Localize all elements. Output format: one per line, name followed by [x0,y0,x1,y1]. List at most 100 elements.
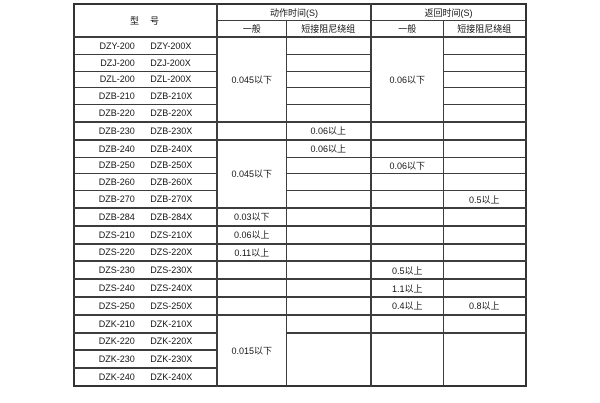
action-damping-cell [285,313,372,334]
return-general-cell [370,331,444,387]
return-general-cell [370,224,444,245]
return-general-cell [370,138,444,158]
return-damping-cell [442,138,527,158]
model-name-left: DZY-200 [99,40,135,51]
action-general-cell [216,260,287,280]
model-cell: DZB-270 DZB-270X [73,190,218,209]
action-damping-cell: 0.06以上 [285,138,372,158]
action-damping-cell [285,156,372,175]
return-general-cell [370,206,444,227]
return-general-cell [370,242,444,262]
return-damping-cell [442,206,527,227]
model-name-left: DZB-240 [98,143,135,154]
model-name-right: DZB-284X [150,211,193,222]
model-name-right: DZB-230X [150,125,193,136]
model-cell: DZS-210 DZS-210X [73,224,218,245]
return-damping-cell [442,104,527,123]
model-cell: DZB-210 DZB-210X [73,87,218,106]
model-name-left: DZS-240 [98,283,135,294]
return-damping-cell [442,242,527,262]
table-row: DZK-220 DZK-220X [73,331,527,387]
action-damping-cell [285,242,372,262]
model-cell: DZB-284 DZB-284X [73,206,218,227]
return-damping-cell [442,224,527,245]
model-name-right: DZS-240X [150,283,193,294]
model-name-right: DZS-220X [150,247,193,258]
table-row: DZJ-200 DZJ-200X [73,53,527,72]
model-cell: DZK-240 DZK-240X [73,367,218,387]
return-damping-cell [442,35,527,55]
table-row: DZB-284 DZB-284X 0.03以下 [73,206,527,227]
table-row: DZL-200 DZL-200X [73,70,527,89]
model-name-right: DZK-230X [150,354,193,365]
action-damping-cell [285,35,372,55]
model-name-right: DZS-250X [150,300,193,311]
model-name-right: DZK-240X [150,372,193,383]
model-name-right: DZB-270X [150,194,193,205]
table-row: DZS-210 DZS-210X 0.06以上 [73,224,527,245]
return-damping-cell [442,120,527,141]
return-damping-cell [442,173,527,192]
damping-subheader-return: 短接阻尼绕组 [442,20,527,38]
model-name-right: DZY-200X [150,40,192,51]
action-general-cell: 0.045以下 [216,138,287,209]
action-damping-cell [285,206,372,227]
return-damping-cell: 0.8以上 [442,295,527,316]
table-row: DZS-220 DZS-220X 0.11以上 [73,242,527,262]
model-name-right: DZB-240X [150,143,193,154]
table-row: DZS-250 DZS-250X 0.4以上 0.8以上 [73,295,527,316]
table-row: DZB-210 DZB-210X [73,87,527,106]
general-subheader-return: 一般 [370,20,444,38]
action-general-cell [216,278,287,298]
return-general-cell [370,173,444,192]
action-damping-cell [285,87,372,106]
table-row: DZK-210 DZK-210X 0.015以下 [73,313,527,387]
table-row: DZS-230 DZS-230X 0.5以上 [73,260,527,280]
model-name-right: DZB-220X [150,108,193,119]
model-cell: DZK-220 DZK-220X [73,331,218,351]
action-damping-cell [285,295,372,316]
model-cell: DZB-230 DZB-230X [73,120,218,141]
model-name-left: DZK-230 [98,354,135,365]
model-cell: DZK-210 DZK-210X [73,313,218,334]
action-general-cell: 0.015以下 [216,313,287,387]
table-row: DZK-240 DZK-240X [73,367,526,387]
action-time-header: 动作时间(S) [216,3,372,21]
model-cell: DZL-200 DZL-200X [73,70,218,89]
table-row: DZB-260 DZB-260X [73,173,527,192]
model-name-left: DZK-210 [98,318,135,329]
model-cell: DZS-220 DZS-220X [73,242,218,262]
model-name-right: DZK-210X [150,318,193,329]
table-row: DZY-200 DZY-200X 0.045以下 0.06以下 [73,35,527,123]
model-name-right: DZJ-200X [150,57,191,68]
model-name-right: DZB-250X [150,160,193,171]
model-name-left: DZK-220 [98,336,135,347]
model-name-left: DZS-230 [98,265,135,276]
model-name-left: DZB-210 [98,91,135,102]
model-name-left: DZB-230 [98,125,135,136]
return-damping-cell [442,70,527,89]
header-row-1: 型 号 动作时间(S) 返回时间(S) [73,3,527,38]
action-general-cell [216,295,287,316]
model-name-left: DZK-240 [98,372,135,383]
return-general-cell: 0.06以下 [370,36,444,123]
action-damping-cell: 0.06以上 [285,120,372,141]
return-general-cell: 0.06以下 [370,156,444,175]
model-name-left: DZS-220 [98,247,135,258]
action-general-cell: 0.045以下 [216,36,287,123]
model-name-right: DZL-200X [150,74,192,85]
action-general-cell: 0.06以上 [216,224,287,245]
model-name-right: DZB-260X [150,177,193,188]
model-cell: DZK-230 DZK-230X [73,349,218,369]
action-damping-cell [285,70,372,89]
return-damping-cell [442,331,527,387]
model-name-left: DZB-220 [98,108,135,119]
return-time-header: 返回时间(S) [370,3,527,21]
return-damping-cell: 0.5以上 [442,190,527,209]
return-damping-cell [442,313,527,334]
model-cell: DZB-240 DZB-240X [73,138,218,158]
model-cell: DZB-250 DZB-250X [73,156,218,175]
action-general-cell [216,120,287,141]
model-name-right: DZS-210X [150,229,193,240]
action-damping-cell [285,53,372,72]
